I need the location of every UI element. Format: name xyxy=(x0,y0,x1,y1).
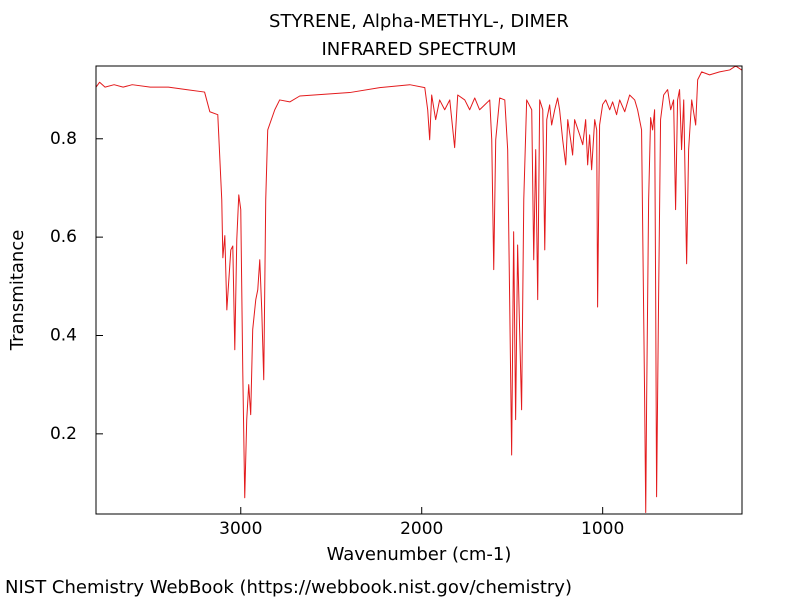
y-tick-label: 0.8 xyxy=(50,129,77,149)
spectrum-line xyxy=(95,65,742,514)
plot-frame xyxy=(95,65,743,515)
chart-title: STYRENE, Alpha-METHYL-, DIMER xyxy=(269,11,569,32)
y-axis-label: Transmitance xyxy=(7,230,28,352)
x-tick-label: 3000 xyxy=(219,519,262,539)
footer: NIST Chemistry WebBook (https://webbook.… xyxy=(5,577,572,598)
chart-subtitle: INFRARED SPECTRUM xyxy=(321,39,516,60)
x-tick-label: 1000 xyxy=(581,519,624,539)
x-axis-label: Wavenumber (cm-1) xyxy=(327,544,512,565)
y-tick-label: 0.6 xyxy=(50,227,77,247)
y-tick-label: 0.2 xyxy=(50,424,77,444)
x-tick-label: 2000 xyxy=(400,519,443,539)
y-tick-label: 0.4 xyxy=(50,325,77,345)
